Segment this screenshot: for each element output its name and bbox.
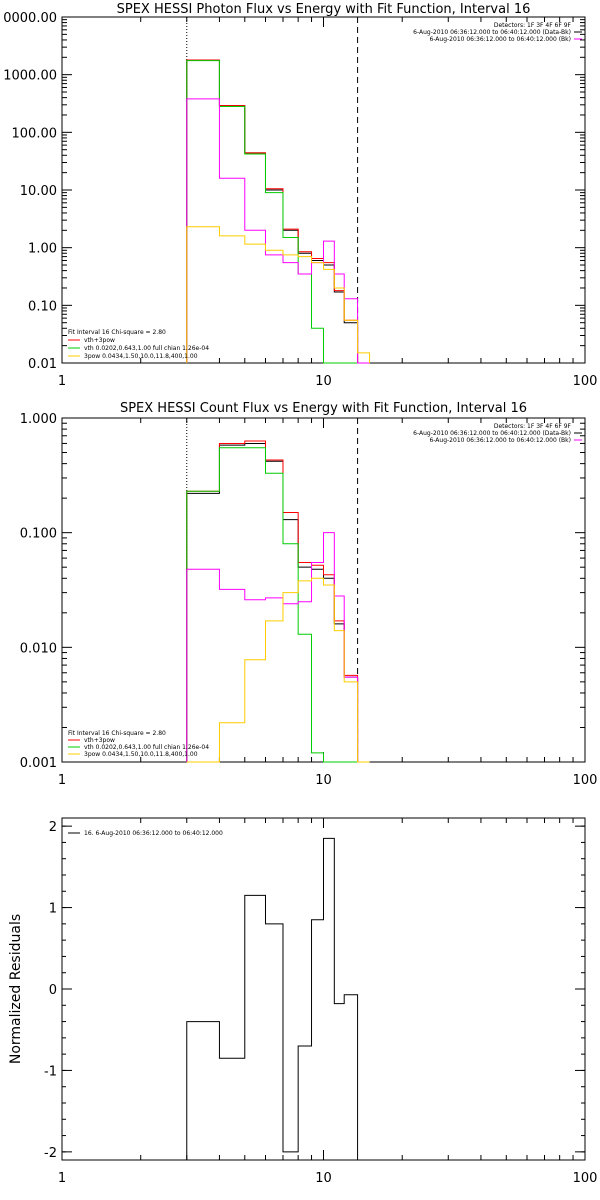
panel1-series-4-line bbox=[186, 98, 370, 364]
panel1-series-2-line bbox=[186, 59, 370, 364]
panel1-y-tick-label: 100.00 bbox=[12, 126, 58, 141]
panel2-y-tick-label: 1.000 bbox=[20, 412, 57, 427]
panel1-legend-text: vth 0.0202,0.643,1.00 full chian 1.26e-0… bbox=[84, 345, 209, 352]
panel1-x-tick-label: 1 bbox=[58, 374, 66, 389]
panel1-x-tick-label: 100 bbox=[573, 374, 598, 389]
panel2-y-tick-label: 0.010 bbox=[20, 641, 57, 656]
panel1-header-line: 6-Aug-2010 06:36:12.000 to 06:40:12.000 … bbox=[413, 29, 571, 36]
panel3-y-tick-label: -1 bbox=[44, 1064, 57, 1079]
panel2-series-4-line bbox=[186, 532, 370, 763]
panel1-series-1-line bbox=[186, 59, 370, 364]
panel1-legend-text: 3pow 0.0434,1.50,10.0,11.8,400,1.00 bbox=[84, 353, 198, 360]
panel1-legend-text: vth+3pow bbox=[84, 337, 115, 344]
panel2-header-line: 6-Aug-2010 06:36:12.000 to 06:40:12.000 … bbox=[413, 430, 571, 437]
panel1-y-tick-label: 1.00 bbox=[28, 242, 57, 257]
panel1-y-tick-label: 10.00 bbox=[20, 184, 57, 199]
panel2-y-tick-label: 0.001 bbox=[20, 756, 57, 771]
panel2-series-3-line bbox=[186, 447, 370, 763]
panel2-x-tick-label: 100 bbox=[573, 773, 598, 788]
panel3-x-tick-label: 10 bbox=[315, 1171, 332, 1186]
panel1-header-line: 6-Aug-2010 06:36:12.000 to 06:40:12.000 … bbox=[429, 36, 571, 43]
panel1-y-tick-label: 1000.00 bbox=[3, 69, 57, 84]
panel2-x-tick-label: 10 bbox=[315, 773, 332, 788]
panel3-series-1-line bbox=[186, 837, 359, 1160]
panel1-y-tick-label: 0000.00 bbox=[3, 11, 57, 26]
panel1-header-line: Detectors: 1F 3F 4F 6F 9F bbox=[494, 22, 572, 29]
panel2-legend-text: Fit Interval 16 Chi-square = 2.80 bbox=[68, 730, 166, 737]
panel1-x-tick-label: 10 bbox=[315, 374, 332, 389]
panel2-chart-title: SPEX HESSI Count Flux vs Energy with Fit… bbox=[120, 401, 527, 416]
panel3-y-tick-label: -2 bbox=[44, 1146, 57, 1161]
panel1-plot-frame bbox=[61, 16, 586, 364]
panel3-y-tick-label: 2 bbox=[49, 820, 57, 835]
panel3-x-tick-label: 100 bbox=[573, 1171, 598, 1186]
panel2-legend-text: 3pow 0.0434,1.50,10.0,11.8,400,1.00 bbox=[84, 751, 198, 758]
panel2-series-5-line bbox=[186, 577, 370, 763]
panel2-plot-frame bbox=[61, 417, 586, 763]
panel1-legend-text: Fit Interval 16 Chi-square = 2.80 bbox=[68, 329, 166, 336]
panel3-y-tick-label: 0 bbox=[49, 983, 57, 998]
panel1-y-tick-label: 0.01 bbox=[28, 357, 57, 372]
panel1-series-3-line bbox=[186, 60, 370, 364]
panel2-legend-text: vth+3pow bbox=[84, 737, 115, 744]
panel3-x-tick-label: 1 bbox=[58, 1171, 66, 1186]
panel2-y-tick-label: 0.100 bbox=[20, 527, 57, 542]
panel2-series-2-line bbox=[186, 440, 370, 763]
panel3-y-tick-label: 1 bbox=[49, 902, 57, 917]
panel3-legend-text: 16. 6-Aug-2010 06:36:12.000 to 06:40:12.… bbox=[84, 830, 223, 837]
panel2-legend-text: vth 0.0202,0.643,1.00 full chian 1.26e-0… bbox=[84, 744, 209, 751]
panel1-series-5-line bbox=[186, 226, 371, 363]
panel3-y-axis-label: Normalized Residuals bbox=[8, 914, 24, 1064]
panel2-x-tick-label: 1 bbox=[58, 773, 66, 788]
panel2-header-line: 6-Aug-2010 06:36:12.000 to 06:40:12.000 … bbox=[429, 437, 571, 444]
panel2-header-line: Detectors: 1F 3F 4F 6F 9F bbox=[494, 423, 572, 430]
panel1-chart-title: SPEX HESSI Photon Flux vs Energy with Fi… bbox=[117, 2, 531, 17]
panel1-y-tick-label: 0.10 bbox=[28, 299, 57, 314]
